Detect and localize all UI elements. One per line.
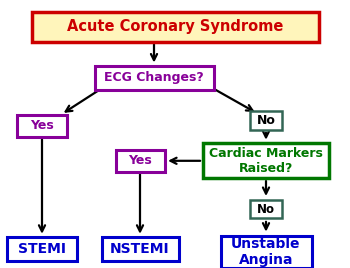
Text: NSTEMI: NSTEMI xyxy=(110,242,170,256)
FancyBboxPatch shape xyxy=(18,115,66,137)
FancyBboxPatch shape xyxy=(250,111,282,130)
FancyBboxPatch shape xyxy=(94,66,214,90)
Text: Yes: Yes xyxy=(128,154,152,167)
Text: ECG Changes?: ECG Changes? xyxy=(104,71,204,84)
Text: Yes: Yes xyxy=(30,120,54,132)
FancyBboxPatch shape xyxy=(102,237,178,261)
FancyBboxPatch shape xyxy=(250,200,282,218)
FancyBboxPatch shape xyxy=(220,236,312,268)
FancyBboxPatch shape xyxy=(32,12,318,42)
FancyBboxPatch shape xyxy=(203,143,329,178)
Text: Unstable
Angina: Unstable Angina xyxy=(231,237,301,267)
Text: Cardiac Markers
Raised?: Cardiac Markers Raised? xyxy=(209,147,323,175)
Text: No: No xyxy=(257,114,275,127)
FancyBboxPatch shape xyxy=(116,150,164,172)
Text: Acute Coronary Syndrome: Acute Coronary Syndrome xyxy=(67,19,283,34)
Text: No: No xyxy=(257,203,275,215)
Text: STEMI: STEMI xyxy=(18,242,66,256)
FancyBboxPatch shape xyxy=(7,237,77,261)
